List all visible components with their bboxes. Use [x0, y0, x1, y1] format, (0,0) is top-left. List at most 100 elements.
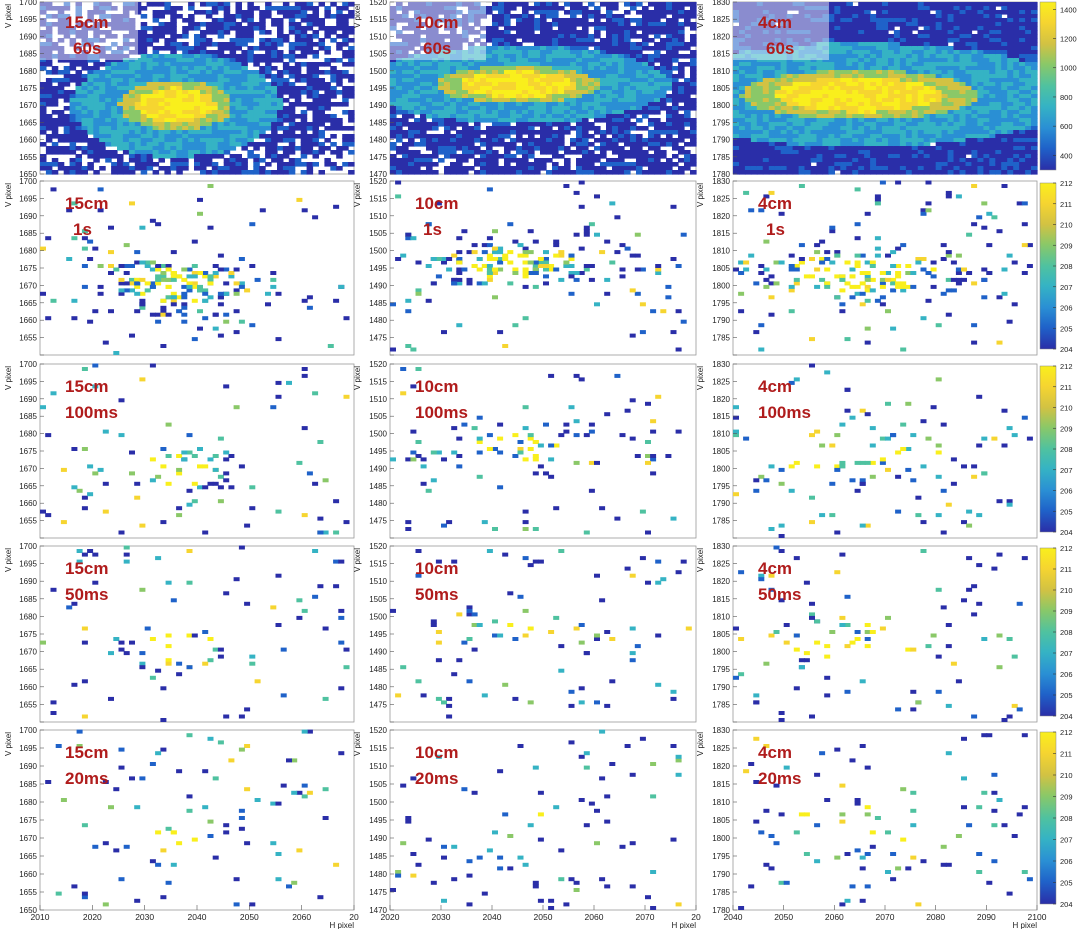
heatmap-cell [684, 118, 691, 123]
heatmap-cell [259, 122, 266, 127]
heatmap-cell [318, 130, 325, 135]
heatmap-cell [235, 170, 242, 175]
heatmap-cell [271, 38, 278, 43]
heatmap-cell [546, 170, 553, 175]
heatmap-cell [253, 170, 260, 175]
heatmap-cell [81, 106, 88, 111]
heatmap-cell [396, 94, 403, 99]
heatmap-cell [636, 126, 643, 131]
heatmap-cell [642, 110, 649, 115]
heatmap-cell [810, 58, 818, 63]
heatmap-cell [75, 2, 82, 7]
heatmap-cell [882, 118, 889, 123]
heatmap-cell [816, 106, 824, 111]
heatmap-cell [690, 134, 697, 139]
heatmap-cell [312, 70, 319, 75]
heatmap-cell [558, 74, 565, 79]
heatmap-cell [899, 46, 907, 51]
heatmap-cell [744, 142, 752, 147]
heatmap-cell [223, 150, 231, 155]
heatmap-cell [176, 14, 183, 19]
heatmap-cell [122, 122, 130, 127]
heatmap-cell [804, 170, 812, 175]
heatmap-cell [786, 74, 794, 79]
heatmap-cell [750, 66, 758, 71]
heatmap-cell [140, 90, 148, 95]
heatmap-cell [265, 74, 272, 79]
heatmap-cell [828, 86, 835, 91]
heatmap-cell [336, 14, 343, 19]
heatmap-cell [342, 22, 349, 27]
heatmap-cell [414, 74, 421, 79]
heatmap-cell [739, 78, 746, 83]
heatmap-cell [888, 158, 895, 163]
heatmap-cell [205, 118, 213, 123]
heatmap-cell [756, 70, 764, 75]
heatmap-cell [265, 142, 272, 147]
heatmap-cell [552, 70, 559, 75]
heatmap-cell [858, 82, 865, 87]
heatmap-cell [876, 134, 883, 139]
heatmap-cell [744, 146, 752, 151]
heatmap-cell [390, 130, 397, 135]
heatmap-cell [474, 102, 481, 107]
heatmap-cell [182, 34, 189, 39]
heatmap-cell [176, 54, 183, 59]
heatmap-cell [134, 70, 142, 75]
heatmap-cell [426, 134, 433, 139]
heatmap-cell [99, 134, 106, 139]
heatmap-cell [182, 102, 189, 107]
heatmap-cell [253, 54, 260, 59]
heatmap-cell [810, 86, 818, 91]
heatmap-cell [672, 94, 679, 99]
heatmap-cell [57, 50, 65, 55]
heatmap-cell [540, 90, 547, 95]
heatmap-cell [810, 54, 818, 59]
heatmap-cell [182, 30, 189, 35]
heatmap-cell [846, 54, 853, 59]
y-tick-label: 1675 [19, 84, 37, 93]
heatmap-cell [876, 154, 883, 159]
heatmap-cell [288, 142, 296, 147]
heatmap-cell [235, 162, 242, 167]
heatmap-cell [858, 166, 865, 171]
heatmap-cell [798, 158, 806, 163]
heatmap-cell [492, 82, 499, 87]
heatmap-cell [282, 114, 290, 119]
heatmap-cell [498, 50, 505, 55]
heatmap-cell [582, 6, 589, 11]
heatmap-cell [798, 126, 806, 131]
heatmap-cell [840, 2, 847, 7]
heatmap-cell [660, 150, 667, 155]
heatmap-cell [864, 98, 871, 103]
heatmap-cell [858, 110, 865, 115]
heatmap-cell [660, 102, 667, 107]
heatmap-cell [318, 110, 325, 115]
heatmap-cell [654, 150, 661, 155]
heatmap-cell [858, 130, 865, 135]
heatmap-cell [733, 146, 740, 151]
heatmap-cell [858, 18, 865, 23]
heatmap-cell [606, 94, 613, 99]
heatmap-cell [774, 118, 782, 123]
heatmap-cell [402, 26, 409, 31]
heatmap-cell [756, 82, 764, 87]
heatmap-cell [105, 22, 112, 27]
heatmap-cell [636, 134, 643, 139]
heatmap-cell [768, 170, 776, 175]
heatmap-cell [408, 94, 415, 99]
heatmap-cell [81, 90, 88, 95]
heatmap-cell [888, 162, 895, 167]
heatmap-cell [312, 86, 319, 91]
heatmap-cell [786, 102, 794, 107]
heatmap-cell [768, 50, 776, 55]
heatmap-cell [164, 82, 171, 87]
heatmap-cell [762, 94, 770, 99]
heatmap-cell [462, 34, 469, 39]
heatmap-cell [600, 98, 607, 103]
heatmap-cell [396, 118, 403, 123]
heatmap-cell [140, 30, 148, 35]
heatmap-cell [522, 94, 529, 99]
heatmap-cell [804, 138, 812, 143]
heatmap-cell [93, 154, 100, 159]
